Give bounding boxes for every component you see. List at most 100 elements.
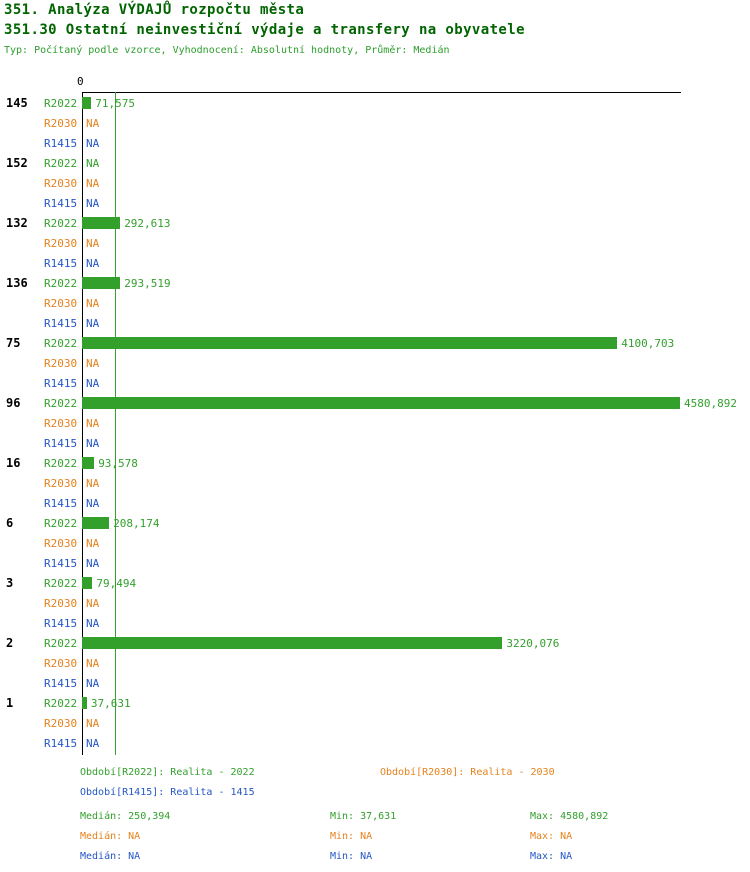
group-label: 1 [6, 696, 14, 710]
stat-min-r1415: Min: NA [330, 851, 373, 862]
series-label: R2022 [44, 456, 78, 470]
group-label: 3 [6, 576, 14, 590]
page-title: 351. Analýza VÝDAJŮ rozpočtu města [4, 2, 305, 18]
stat-median-r1415: Medián: NA [80, 851, 141, 862]
bar-value-label: 71,575 [95, 96, 136, 110]
chart-row: 136 R2022 293,519 [0, 273, 750, 293]
bar-value-label: NA [86, 296, 100, 310]
chart-row: R1415 NA [0, 553, 750, 573]
chart-row: 6 R2022 208,174 [0, 513, 750, 533]
bar-zone: 93,578 [82, 453, 750, 473]
stat-max-r1415: Max: NA [530, 851, 573, 862]
bar-zone: NA [82, 293, 750, 313]
series-label: R2030 [44, 176, 78, 190]
series-label: R2030 [44, 236, 78, 250]
bar-value-label: 4100,703 [621, 336, 675, 350]
series-label: R2030 [44, 476, 78, 490]
bar-zone: 4580,892 [82, 393, 750, 413]
bar-value-label: 208,174 [113, 516, 160, 530]
bar-zone: NA [82, 193, 750, 213]
chart-row: R1415 NA [0, 613, 750, 633]
bar-value-label: NA [86, 196, 100, 210]
chart-row: R1415 NA [0, 253, 750, 273]
bar-zone: NA [82, 353, 750, 373]
series-label: R2022 [44, 336, 78, 350]
bar-value-label: 93,578 [98, 456, 138, 470]
bar-zone: 71,575 [82, 93, 750, 113]
chart-row: R1415 NA [0, 673, 750, 693]
series-label: R2030 [44, 416, 78, 430]
chart-row: R2030 NA [0, 713, 750, 733]
bar-value-label: NA [86, 716, 100, 730]
chart-row: R2030 NA [0, 473, 750, 493]
series-label: R1415 [44, 436, 78, 450]
bar [82, 637, 503, 649]
series-label: R2030 [44, 596, 78, 610]
bar-zone: NA [82, 173, 750, 193]
series-label: R1415 [44, 676, 78, 690]
chart-row: 152 R2022 NA [0, 153, 750, 173]
chart-row: R2030 NA [0, 413, 750, 433]
bar-zone: NA [82, 493, 750, 513]
series-label: R1415 [44, 736, 78, 750]
group-label: 152 [6, 156, 28, 170]
group-label: 96 [6, 396, 21, 410]
bar-zone: 208,174 [82, 513, 750, 533]
bar-value-label: NA [86, 116, 100, 130]
chart-footer: Období[R2022]: Realita - 2022 Období[R20… [0, 767, 750, 867]
group-label: 132 [6, 216, 28, 230]
bar-value-label: NA [86, 256, 100, 270]
bar-value-label: NA [86, 616, 100, 630]
bar-zone: NA [82, 133, 750, 153]
bar-zone: 37,631 [82, 693, 750, 713]
bar [82, 217, 121, 229]
series-label: R1415 [44, 376, 78, 390]
chart-row: R2030 NA [0, 593, 750, 613]
chart-row: R2030 NA [0, 653, 750, 673]
chart-row: 96 R2022 4580,892 [0, 393, 750, 413]
bar-zone: NA [82, 433, 750, 453]
group-label: 136 [6, 276, 28, 290]
series-label: R2022 [44, 576, 78, 590]
bar [82, 517, 110, 529]
series-label: R2022 [44, 636, 78, 650]
series-label: R2030 [44, 296, 78, 310]
bar [82, 457, 95, 469]
bar-value-label: NA [86, 556, 100, 570]
bar [82, 337, 618, 349]
bar-value-label: NA [86, 736, 100, 750]
bar-value-label: NA [86, 476, 100, 490]
bar-value-label: 293,519 [124, 276, 171, 290]
bar-value-label: 4580,892 [684, 396, 737, 410]
bar [82, 577, 93, 589]
bar-value-label: NA [86, 596, 100, 610]
stat-median-r2030: Medián: NA [80, 831, 141, 842]
bar-zone: NA [82, 553, 750, 573]
bar-value-label: NA [86, 536, 100, 550]
bar-zone: NA [82, 413, 750, 433]
chart-row: R1415 NA [0, 313, 750, 333]
bar-zone: NA [82, 533, 750, 553]
series-label: R2022 [44, 276, 78, 290]
series-label: R1415 [44, 556, 78, 570]
page-subtitle: 351.30 Ostatní neinvestiční výdaje a tra… [4, 22, 525, 38]
bar-zone: NA [82, 373, 750, 393]
bar-zone: NA [82, 473, 750, 493]
bar-value-label: NA [86, 316, 100, 330]
bar-zone: NA [82, 253, 750, 273]
bar-zone: NA [82, 113, 750, 133]
series-label: R2022 [44, 96, 78, 110]
chart-row: R1415 NA [0, 433, 750, 453]
bar-value-label: 292,613 [124, 216, 171, 230]
chart-row: R2030 NA [0, 173, 750, 193]
bar-value-label: NA [86, 656, 100, 670]
chart-row: 75 R2022 4100,703 [0, 333, 750, 353]
series-label: R1415 [44, 136, 78, 150]
chart-row: R2030 NA [0, 293, 750, 313]
legend-item-r1415: Období[R1415]: Realita - 1415 [80, 787, 255, 798]
bar-zone: NA [82, 613, 750, 633]
median-line [114, 92, 116, 755]
bar-value-label: NA [86, 136, 100, 150]
stat-max-r2030: Max: NA [530, 831, 573, 842]
bar-zone: NA [82, 653, 750, 673]
